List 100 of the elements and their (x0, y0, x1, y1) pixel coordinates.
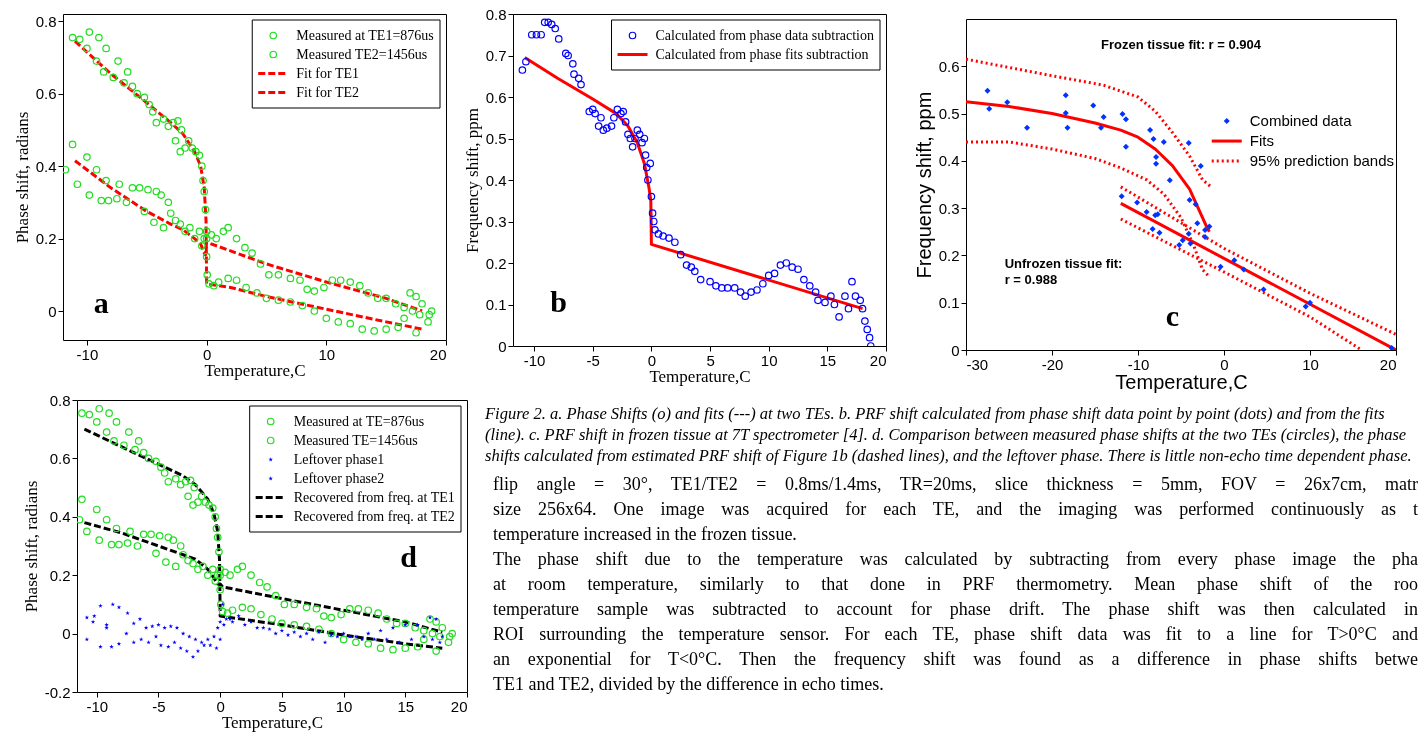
point (104, 622, 109, 627)
legend-label: Leftover phase1 (293, 451, 385, 467)
point (139, 530, 148, 539)
line-series (966, 100, 1211, 234)
y-tick-label: 0.5 (938, 105, 960, 123)
annotation: Frozen tissue fit: r = 0.904 (1100, 37, 1262, 53)
x-tick-label: 0 (1220, 355, 1229, 373)
point (221, 622, 227, 627)
point (304, 631, 309, 636)
point (302, 603, 311, 612)
point (126, 527, 134, 536)
point (115, 540, 123, 549)
point (102, 515, 111, 524)
x-axis-title: Temperature,C (204, 360, 306, 380)
x-tick-label: 0 (202, 345, 212, 363)
legend-label: Recovered from freq. at TE1 (293, 489, 455, 505)
point (390, 625, 396, 630)
y-tick-label: 0.4 (35, 157, 57, 175)
y-tick-label: 0.2 (938, 246, 960, 264)
point (83, 527, 91, 536)
point (448, 629, 457, 638)
point (337, 610, 345, 619)
point (217, 619, 223, 624)
y-tick-label: 0.8 (49, 391, 71, 409)
y-tick-label: 0.4 (938, 152, 960, 170)
point (90, 619, 96, 624)
point (341, 631, 346, 636)
point (176, 542, 185, 550)
point (261, 625, 266, 630)
legend-label: Measured at TE=876us (293, 413, 425, 429)
point (316, 629, 322, 635)
point (273, 631, 278, 636)
annotation: a (93, 286, 109, 320)
point (285, 632, 291, 637)
y-tick-label: 0.2 (35, 230, 57, 248)
y-tick-label: 0.2 (49, 566, 71, 584)
point (433, 616, 439, 621)
y-tick-label: 0.6 (938, 57, 960, 75)
legend-label: 95% prediction bands (1249, 152, 1394, 170)
point (199, 562, 207, 571)
x-tick-label: -10 (523, 351, 546, 369)
point (156, 622, 161, 627)
legend-label: Fits (1249, 132, 1274, 150)
text: an exponential for T<0°C. Then the frequency shift was found as a difference in phase shifts betwe (493, 648, 1418, 671)
point (211, 577, 220, 585)
y-tick-label: 0 (48, 302, 57, 320)
point (184, 648, 190, 654)
point (133, 542, 142, 550)
y-tick-label: 0.3 (485, 213, 507, 230)
x-tick-label: 20 (429, 345, 447, 363)
point (195, 648, 201, 654)
x-tick-label: -10 (76, 345, 99, 363)
x-tick-label: 10 (335, 697, 353, 715)
x-tick-label: -20 (1041, 355, 1064, 373)
point (162, 558, 170, 566)
text: at room temperature, similarly to that done in PRF thermometry. Mean phase shift of the roo (493, 573, 1418, 596)
point (224, 616, 229, 621)
point (187, 634, 192, 639)
point (364, 606, 373, 615)
y-tick-label: 0.3 (938, 199, 960, 217)
point (238, 562, 247, 571)
point (214, 645, 219, 651)
y-tick-label: -0.2 (44, 683, 71, 701)
caption: Figure 2. a. Phase Shifts (o) and fits (---) at two TEs. b. PRF shift calculated from phase shift data point by point (dots) and from the fits (line). c. PRF shift in frozen tissue at 7T spectrometer [4]. d. Comparison between measured phase shifts at the two TEs (circles), the phase shifts calculated from estimated PRF shift of Figure 1b (dashed lines), and the leftover phase. There is little non-echo time dependent phase. (485, 403, 1413, 466)
legend-label: Measured TE2=1456us (296, 46, 428, 62)
point (164, 533, 173, 542)
annotation: c (1165, 298, 1180, 332)
point (221, 568, 229, 577)
text: The phase shift due to the temperature was calculated by subtracting from every phase image the pha (493, 548, 1418, 571)
point (215, 625, 220, 630)
point (179, 550, 187, 559)
legend-label: Measured TE=1456us (293, 432, 418, 448)
x-tick-label: 15 (397, 697, 415, 715)
legend-label: Combined data (1249, 112, 1353, 130)
y-tick-label: 0.8 (485, 5, 507, 23)
point (172, 640, 177, 645)
point (227, 616, 233, 621)
point (123, 539, 132, 547)
point (203, 571, 212, 580)
point (112, 524, 121, 533)
y-tick-label: 0.1 (485, 296, 507, 313)
x-axis-title: Temperature,C (221, 712, 324, 732)
point (271, 591, 280, 600)
point (216, 565, 224, 574)
y-tick-label: 0.4 (49, 508, 71, 526)
x-tick-label: 20 (450, 697, 468, 715)
y-axis-title: Phase shift, radians (21, 480, 41, 613)
x-tick-label: 10 (318, 345, 336, 363)
x-tick-label: 15 (819, 351, 837, 369)
x-tick-label: -30 (966, 355, 989, 373)
x-tick-label: 0 (216, 697, 225, 715)
point (354, 604, 363, 613)
point (162, 625, 167, 630)
point (267, 626, 272, 632)
point (124, 631, 129, 636)
point (166, 644, 171, 649)
point (255, 578, 264, 587)
legend-label: Calculated from phase data subtraction (655, 27, 875, 43)
point (372, 637, 377, 642)
text: temperature sample was subtracted to account for phase drift. The phase shift was then calculated in (493, 598, 1418, 621)
